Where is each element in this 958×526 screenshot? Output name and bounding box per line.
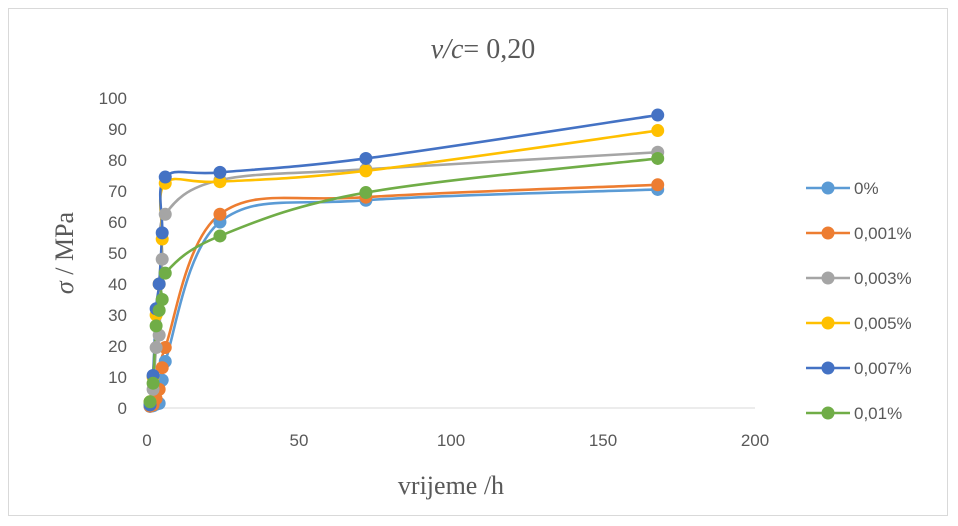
x-tick-labels: 0 50 100 150 200 <box>142 431 769 450</box>
series-lines <box>148 113 660 408</box>
data-point-0-001 <box>158 341 172 355</box>
data-point-0-007 <box>651 108 665 122</box>
y-tick-label: 80 <box>108 151 127 170</box>
data-point-0-001 <box>213 207 227 221</box>
legend: 0% 0,001% 0,003% 0,005% 0,007% 0,01% <box>806 179 912 423</box>
y-tick-label: 30 <box>108 306 127 325</box>
data-point-0-003 <box>158 207 172 221</box>
y-tick-label: 40 <box>108 275 127 294</box>
data-point-0-007 <box>152 277 166 291</box>
series-line-0-007 <box>148 113 660 407</box>
y-tick-labels: 0 10 20 30 40 50 60 70 80 90 100 <box>99 89 127 418</box>
y-tick-label: 70 <box>108 182 127 201</box>
data-point-0-005 <box>213 175 227 189</box>
y-tick-label: 0 <box>118 399 127 418</box>
series-points <box>143 108 665 413</box>
data-point-0-01 <box>152 303 166 317</box>
data-point-0-01 <box>651 151 665 165</box>
y-axis-title: σ / MPa <box>50 211 79 294</box>
legend-marker-0-01 <box>821 406 835 420</box>
y-tick-label: 60 <box>108 213 127 232</box>
data-point-0-007 <box>359 151 373 165</box>
data-point-0-005 <box>651 124 665 138</box>
data-point-0-007 <box>155 226 169 240</box>
chart-title-rest: = 0,20 <box>463 34 535 65</box>
series-line-0-003 <box>148 150 660 407</box>
legend-label-0-001: 0,001% <box>854 224 912 243</box>
y-axis-title-rest: / MPa <box>50 211 79 281</box>
chart-title: v/c= 0,20 <box>431 34 535 65</box>
legend-marker-0-007 <box>821 361 835 375</box>
y-tick-label: 20 <box>108 337 127 356</box>
legend-label-0-005: 0,005% <box>854 314 912 333</box>
x-tick-label: 100 <box>437 431 465 450</box>
data-point-0-001 <box>155 361 169 375</box>
x-tick-label: 200 <box>741 431 769 450</box>
y-tick-label: 90 <box>108 120 127 139</box>
data-point-0-01 <box>149 319 163 333</box>
y-tick-label: 50 <box>108 244 127 263</box>
data-point-0-003 <box>149 341 163 355</box>
data-point-0-007 <box>213 165 227 179</box>
x-axis-title: vrijeme /h <box>398 471 504 500</box>
data-point-0-01 <box>143 395 157 409</box>
legend-marker-0-003 <box>821 271 835 285</box>
data-point-0-01 <box>155 293 169 306</box>
x-tick-label: 50 <box>290 431 309 450</box>
data-point-0-007 <box>158 170 172 184</box>
x-tick-label: 150 <box>589 431 617 450</box>
y-axis-title-symbol: σ <box>50 280 79 294</box>
data-point-0-001 <box>651 178 665 192</box>
data-point-0-01 <box>359 186 373 200</box>
legend-label-0-003: 0,003% <box>854 269 912 288</box>
legend-label-0-007: 0,007% <box>854 359 912 378</box>
legend-label-0: 0% <box>854 179 879 198</box>
data-point-0-01 <box>213 229 227 243</box>
data-point-0-005 <box>359 164 373 178</box>
legend-marker-0-001 <box>821 226 835 240</box>
legend-marker-0 <box>821 181 835 195</box>
data-point-0-01 <box>158 266 172 280</box>
data-point-0-01 <box>146 376 160 390</box>
legend-marker-0-005 <box>821 316 835 330</box>
chart-title-italic: v/c <box>431 34 464 65</box>
y-tick-label: 10 <box>108 368 127 387</box>
x-tick-label: 0 <box>142 431 151 450</box>
data-point-0-003 <box>155 252 169 266</box>
y-tick-label: 100 <box>99 89 127 108</box>
legend-label-0-01: 0,01% <box>854 404 902 423</box>
